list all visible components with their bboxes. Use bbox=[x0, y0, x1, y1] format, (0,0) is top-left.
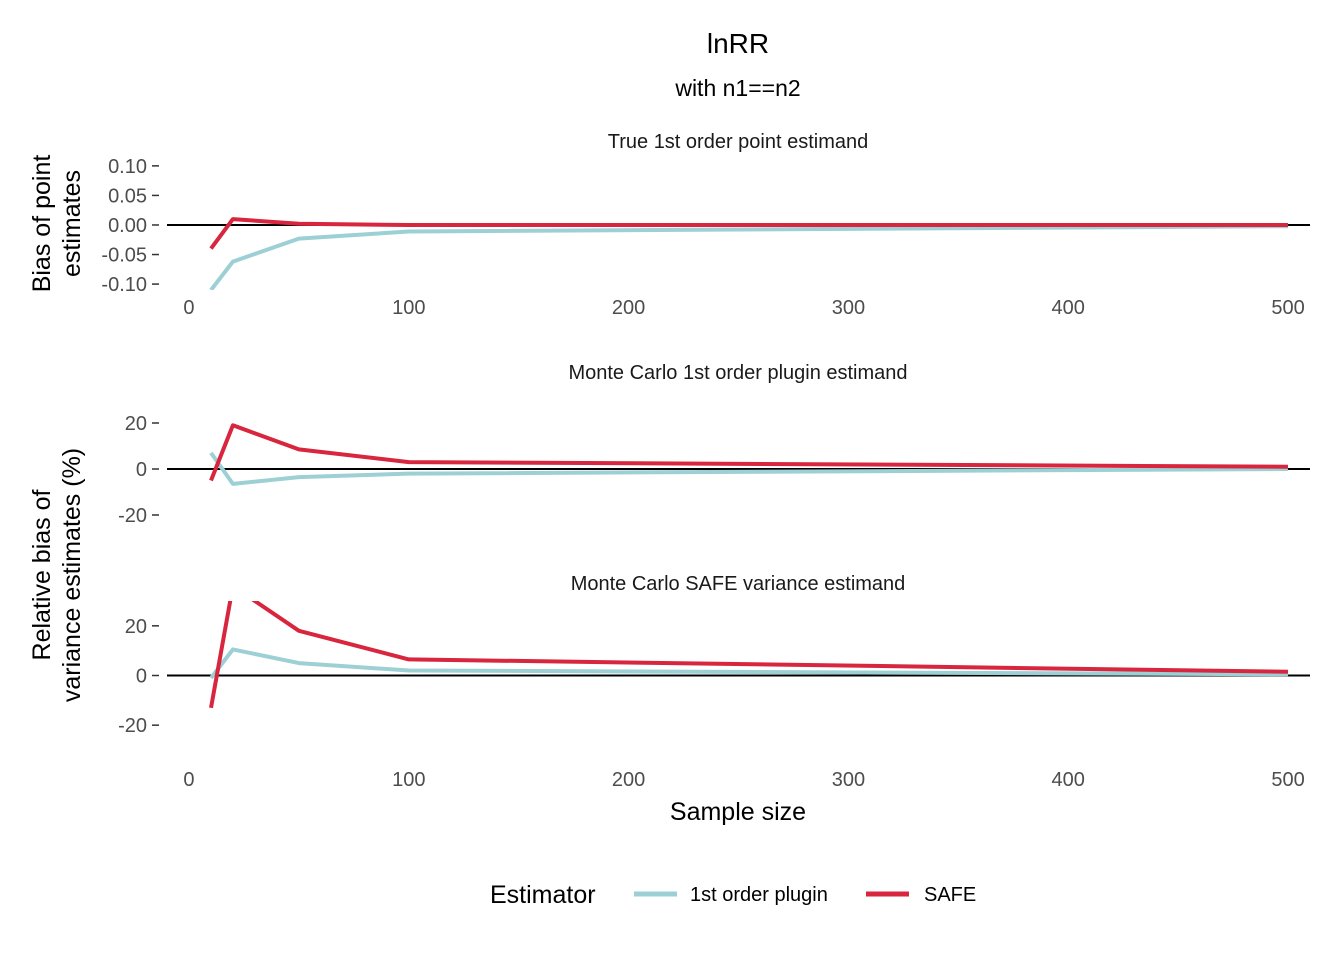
panel-2-series-1st-order-plugin bbox=[209, 451, 1289, 486]
legend-label-1st-order-plugin: 1st order plugin bbox=[690, 884, 828, 906]
panel-1: True 1st order point estimand 0.10 0.05 0.0… bbox=[28, 131, 1310, 319]
panel-2-y-tick-label: 20 bbox=[125, 413, 147, 435]
x-axis-title: Sample size bbox=[670, 798, 806, 826]
panel-3-x-tick-label: 0 bbox=[183, 769, 194, 791]
panel-1-x-tick-label: 100 bbox=[392, 297, 425, 319]
panel-1-series-safe bbox=[209, 217, 1288, 250]
chart-title: lnRR bbox=[707, 28, 769, 59]
legend-label-safe: SAFE bbox=[924, 884, 976, 906]
chart-panels: True 1st order point estimand 0.10 0.05 0.0… bbox=[28, 131, 1310, 791]
panel-3-strip-label: Monte Carlo SAFE variance estimand bbox=[571, 573, 906, 595]
panel-1-x-tick-label: 500 bbox=[1271, 297, 1304, 319]
panel-1-x-tick-label: 200 bbox=[612, 297, 645, 319]
panel-3-y-tick-label: 20 bbox=[125, 616, 147, 638]
legend-title: Estimator bbox=[490, 881, 596, 909]
panel-3-y-tick-label: 0 bbox=[136, 666, 147, 688]
panel-3-x-tick-label: 500 bbox=[1271, 769, 1304, 791]
panel-3-x-tick-label: 100 bbox=[392, 769, 425, 791]
panel-3-series-1st-order-plugin bbox=[209, 647, 1289, 680]
panel-1-y-tick-label: -0.05 bbox=[101, 245, 147, 267]
panel-1-y-tick-label: 0.00 bbox=[108, 215, 147, 237]
panel-1-y-tick-label: -0.10 bbox=[101, 274, 147, 296]
panel-1-y-tick-label: 0.05 bbox=[108, 185, 147, 207]
panel-3: Monte Carlo SAFE variance estimand200-20… bbox=[118, 573, 1310, 791]
panel-2-y-tick-label: 0 bbox=[136, 459, 147, 481]
panel-1-x-tick-label: 300 bbox=[832, 297, 865, 319]
panel-2: Monte Carlo 1st order plugin estimand 20 0… bbox=[118, 362, 1310, 527]
legend: Estimator 1st order plugin SAFE bbox=[490, 881, 976, 909]
panel-2-series-safe bbox=[209, 423, 1289, 482]
shared-y-axis-title: Relative bias ofvariance estimates (%) bbox=[28, 448, 86, 702]
panel-3-x-tick-label: 200 bbox=[612, 769, 645, 791]
chart-subtitle: with n1==n2 bbox=[674, 75, 800, 101]
panel-1-y-tick-label: 0.10 bbox=[108, 156, 147, 178]
panel-3-y-tick-label: -20 bbox=[118, 715, 147, 737]
panel-3-x-tick-label: 300 bbox=[832, 769, 865, 791]
panel-3-x-tick-label: 400 bbox=[1052, 769, 1085, 791]
panel-1-x-tick-label: 0 bbox=[183, 297, 194, 319]
panel-1-y-axis-title: Bias of pointestimates bbox=[28, 155, 86, 293]
panel-2-y-tick-label: -20 bbox=[118, 505, 147, 527]
panel-1-strip-label: True 1st order point estimand bbox=[608, 131, 869, 153]
panel-2-strip-label: Monte Carlo 1st order plugin estimand bbox=[568, 362, 907, 384]
panel-1-x-tick-label: 400 bbox=[1052, 297, 1085, 319]
panel-1-series-1st-order-plugin bbox=[209, 224, 1289, 290]
panel-3-series-safe bbox=[209, 601, 1289, 709]
